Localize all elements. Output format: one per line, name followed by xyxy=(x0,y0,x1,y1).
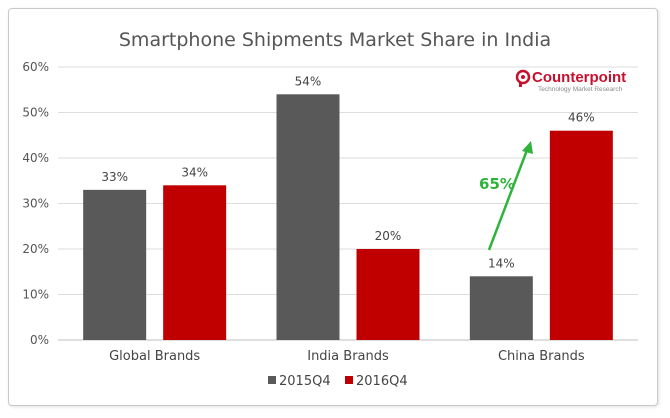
data-labels: 33% 34% 54% 20% 14% 46% xyxy=(101,74,594,270)
y-axis-ticks: 0% 10% 20% 30% 40% 50% 60% xyxy=(22,60,49,347)
bar-2016q4-global-brands xyxy=(163,185,227,340)
data-label: 34% xyxy=(181,165,208,179)
legend-label-2015q4: 2015Q4 xyxy=(279,374,331,389)
logo-name: Counterpoint xyxy=(532,69,626,86)
y-tick-label: 0% xyxy=(30,333,49,347)
legend-swatch-2016q4 xyxy=(345,376,353,384)
bar-2015q4-global-brands xyxy=(83,189,147,340)
gridlines xyxy=(58,66,638,341)
data-label: 14% xyxy=(488,256,515,270)
bar-2016q4-india-brands xyxy=(356,249,420,340)
category-labels: Global Brands India Brands China Brands xyxy=(109,349,585,364)
y-tick-label: 10% xyxy=(22,288,49,302)
data-label: 33% xyxy=(101,170,128,184)
legend: 2015Q4 2016Q4 xyxy=(268,374,408,389)
category-label: Global Brands xyxy=(109,349,200,364)
bar-2016q4-china-brands xyxy=(549,130,613,340)
legend-label-2016q4: 2016Q4 xyxy=(356,374,408,389)
bars xyxy=(83,94,613,340)
legend-swatch-2015q4 xyxy=(268,376,276,384)
logo-tagline: Technology Market Research xyxy=(538,86,623,93)
y-tick-label: 40% xyxy=(22,151,49,165)
growth-annotation: 65% xyxy=(479,141,533,251)
data-label: 54% xyxy=(295,74,322,88)
growth-arrow xyxy=(487,149,529,251)
chart-title: Smartphone Shipments Market Share in Ind… xyxy=(119,29,551,51)
growth-arrowhead xyxy=(522,141,533,154)
data-label: 46% xyxy=(568,111,595,125)
counterpoint-logo-icon xyxy=(515,69,531,87)
bar-2015q4-china-brands xyxy=(469,276,533,340)
category-label: India Brands xyxy=(307,349,389,364)
growth-label: 65% xyxy=(479,175,515,193)
bar-2015q4-india-brands xyxy=(276,94,340,340)
category-label: China Brands xyxy=(498,349,585,364)
counterpoint-logo: Counterpoint Technology Market Research xyxy=(515,69,626,93)
y-tick-label: 20% xyxy=(22,242,49,256)
y-tick-label: 50% xyxy=(22,106,49,120)
y-tick-label: 30% xyxy=(22,197,49,211)
y-tick-label: 60% xyxy=(22,60,49,74)
data-label: 20% xyxy=(375,229,402,243)
